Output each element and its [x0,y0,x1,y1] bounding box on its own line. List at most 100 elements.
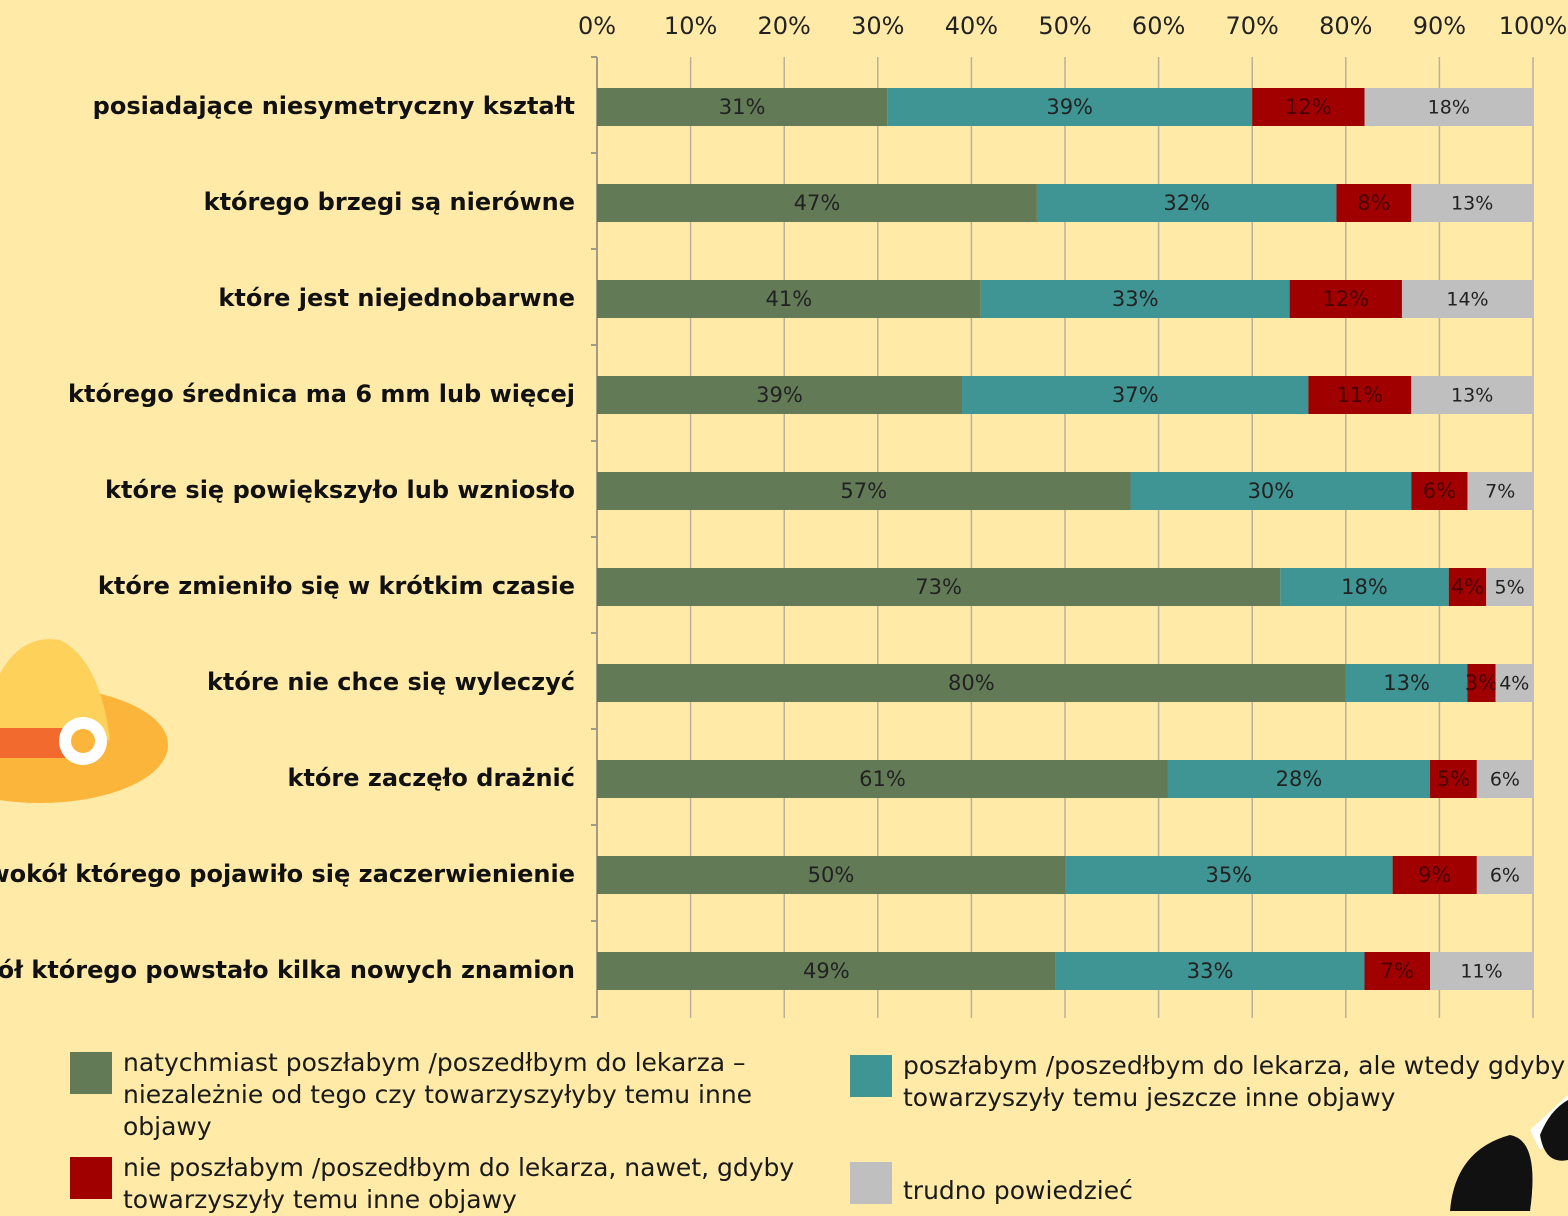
bar-segment [1467,472,1533,510]
value-label: 50% [808,863,855,887]
value-label: 7% [1485,481,1515,503]
value-label: 6% [1423,479,1456,503]
bar-segment [597,376,963,414]
hat-decoration [0,639,168,803]
value-label: 5% [1495,577,1525,599]
x-tick-label: 10% [664,12,717,40]
bar-segment [597,664,1346,702]
bar-segment [1448,568,1487,606]
category-label: które jest niejednobarwne [218,284,575,312]
x-tick-label: 60% [1132,12,1185,40]
bar-segment [1430,760,1477,798]
bar-segment [597,472,1131,510]
value-label: 13% [1451,385,1493,407]
x-tick-label: 20% [758,12,811,40]
legend-label: nie poszłabym /poszedłbym do lekarza, na… [123,1153,795,1214]
bar-segment [1036,184,1337,222]
bar-segment [1336,184,1412,222]
bar-segment [1476,760,1533,798]
value-label: 7% [1381,959,1414,983]
value-label: 12% [1322,287,1369,311]
value-label: 30% [1248,479,1295,503]
value-label: 39% [1046,95,1093,119]
category-label: którego brzegi są nierówne [204,188,575,216]
value-label: 57% [840,479,887,503]
value-label: 61% [859,767,906,791]
value-label: 8% [1357,191,1390,215]
value-label: 13% [1383,671,1430,695]
bar-segment [597,280,981,318]
legend-swatch [70,1157,112,1199]
bar-segment [1430,952,1533,990]
value-label: 73% [915,575,962,599]
category-label: które nie chce się wyleczyć [207,668,575,696]
legend-label: natychmiast poszłabym /poszedłbym do lek… [123,1048,753,1141]
bar-segment [1495,664,1533,702]
category-label: które się powiększyło lub wzniosło [105,476,575,504]
x-tick-label: 50% [1038,12,1091,40]
value-label: 41% [766,287,813,311]
x-tick-label: 100% [1499,12,1568,40]
value-label: 37% [1112,383,1159,407]
value-label: 11% [1460,961,1502,983]
bar-segment [1280,568,1449,606]
legend-label: trudno powiedzieć [903,1176,1133,1205]
bar-segment [1289,280,1402,318]
bar-segment [962,376,1309,414]
value-label: 35% [1205,863,1252,887]
category-label: które zaczęło drażnić [288,764,576,792]
legend-label: poszłabym /poszedłbym do lekarza, ale wt… [903,1051,1566,1112]
x-tick-label: 40% [945,12,998,40]
legend-swatch [70,1052,112,1094]
value-label: 47% [794,191,841,215]
bar-segment [887,88,1253,126]
bar-segment [1065,856,1393,894]
bar-segment [1167,760,1431,798]
bar-segment [597,184,1037,222]
category-label: wokół którego powstało kilka nowych znam… [0,956,575,984]
legend-swatch [850,1055,892,1097]
value-label: 32% [1163,191,1210,215]
bar-segment [597,760,1168,798]
value-label: 12% [1285,95,1332,119]
x-tick-label: 80% [1319,12,1372,40]
value-label: 14% [1446,289,1488,311]
bar-segment [1392,856,1477,894]
bar-segment [1486,568,1533,606]
x-tick-label: 30% [851,12,904,40]
bar-segment [1055,952,1365,990]
value-label: 6% [1490,769,1520,791]
category-label: wokół którego pojawiło się zaczerwienien… [0,860,575,888]
bar-segment [597,88,888,126]
x-tick-label: 0% [578,12,616,40]
value-label: 31% [719,95,766,119]
bar-segment [1476,856,1533,894]
value-label: 11% [1336,383,1383,407]
x-tick-label: 70% [1226,12,1279,40]
legend-swatch [850,1162,892,1204]
value-label: 18% [1428,97,1470,119]
category-label: którego średnica ma 6 mm lub więcej [68,380,575,408]
value-label: 9% [1418,863,1451,887]
value-label: 28% [1276,767,1323,791]
value-label: 18% [1341,575,1388,599]
plot: 0% 10% 20% 30% 40% 50% 60% 70% 80% 90% 100% posiada… [0,12,1567,1018]
bar-segment [1364,952,1431,990]
category-label: które zmieniło się w krótkim czasie [98,572,575,600]
bar-segment [1401,280,1533,318]
sunglasses-decoration [1450,1095,1568,1211]
value-label: 33% [1187,959,1234,983]
value-label: 80% [948,671,995,695]
bar-segment [1411,472,1468,510]
value-label: 3% [1465,671,1498,695]
bar-segment [1345,664,1468,702]
bar-segment [1411,376,1533,414]
value-label: 33% [1112,287,1159,311]
bar-segment [597,568,1281,606]
category-label: posiadające niesymetryczny kształt [93,92,575,120]
bar-segment [597,856,1065,894]
bar-segment [1252,88,1365,126]
bar-segment [1130,472,1412,510]
